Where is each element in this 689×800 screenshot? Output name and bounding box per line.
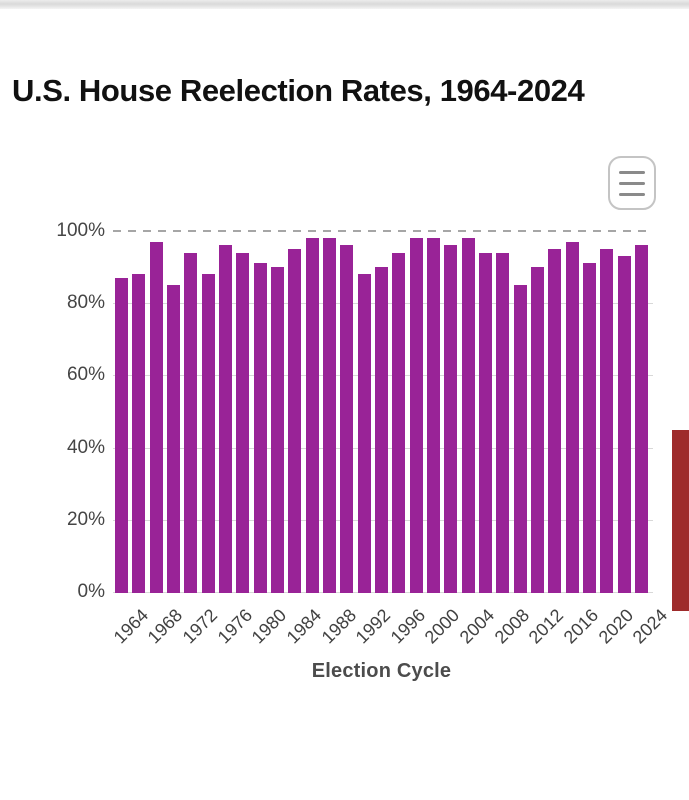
- bar-2022[interactable]: [617, 256, 631, 593]
- bar-2008[interactable]: [496, 252, 510, 593]
- gridline-100: [113, 230, 653, 232]
- bar-1996[interactable]: [392, 252, 406, 593]
- bar-1972[interactable]: [184, 252, 198, 593]
- y-axis-tick-label-80: 80%: [66, 292, 105, 314]
- bar-1990[interactable]: [340, 245, 354, 593]
- bar-1994[interactable]: [375, 267, 388, 593]
- bar-2016[interactable]: [565, 241, 579, 593]
- bar-2014[interactable]: [548, 249, 562, 593]
- x-axis-title: Election Cycle: [311, 660, 452, 682]
- x-axis-tick-label-1984: 1984: [282, 605, 326, 648]
- bar-2010[interactable]: [513, 285, 527, 593]
- x-axis-tick-label-2004: 2004: [455, 605, 499, 648]
- bar-1968[interactable]: [149, 241, 163, 593]
- scrollbar-thumb[interactable]: [672, 430, 689, 611]
- bar-2020[interactable]: [600, 249, 614, 593]
- y-axis-tick-label-40: 40%: [66, 436, 105, 458]
- chart-menu-button[interactable]: [608, 156, 656, 210]
- bar-1998[interactable]: [409, 238, 423, 593]
- x-axis-tick-label-1992: 1992: [351, 605, 395, 648]
- bar-1988[interactable]: [323, 238, 337, 593]
- x-axis-tick-label-2012: 2012: [525, 605, 568, 648]
- x-axis-tick-label-2008: 2008: [490, 605, 533, 648]
- bar-2000[interactable]: [426, 238, 440, 593]
- y-axis-tick-label-60: 60%: [66, 364, 105, 386]
- bar-1976[interactable]: [219, 245, 233, 593]
- y-axis-tick-label-20: 20%: [66, 508, 105, 530]
- bar-1986[interactable]: [305, 238, 319, 593]
- bar-1966[interactable]: [132, 274, 146, 593]
- x-axis-tick-label-2000: 2000: [421, 605, 464, 648]
- bar-1964[interactable]: [115, 277, 129, 593]
- bar-2004[interactable]: [461, 238, 475, 593]
- bar-2006[interactable]: [478, 252, 492, 593]
- bar-1984[interactable]: [288, 249, 302, 593]
- bar-1974[interactable]: [201, 274, 215, 593]
- x-axis-tick-label-2024: 2024: [629, 605, 672, 648]
- x-axis-tick-label-1976: 1976: [213, 605, 256, 648]
- bar-2012[interactable]: [530, 267, 544, 593]
- x-axis-tick-label-1996: 1996: [386, 605, 429, 648]
- bar-1978[interactable]: [236, 252, 250, 593]
- page-title: U.S. House Reelection Rates, 1964-2024: [12, 72, 585, 108]
- x-axis-tick-label-2020: 2020: [594, 605, 637, 648]
- y-axis-tick-label-0: 0%: [77, 581, 105, 602]
- y-axis-tick-label-100: 100%: [56, 220, 105, 241]
- x-axis-tick-label-1968: 1968: [143, 605, 187, 648]
- x-axis-tick-label-1964: 1964: [109, 605, 152, 648]
- bar-1992[interactable]: [357, 274, 371, 593]
- bar-1970[interactable]: [167, 285, 181, 593]
- bar-2018[interactable]: [582, 263, 596, 593]
- x-axis-tick-label-1988: 1988: [317, 605, 360, 648]
- bar-2002[interactable]: [444, 245, 458, 593]
- top-divider-band: [0, 0, 689, 9]
- bar-1980[interactable]: [253, 263, 267, 593]
- bar-1982[interactable]: [271, 267, 285, 593]
- x-axis-tick-label-1972: 1972: [178, 605, 222, 648]
- bar-2024[interactable]: [634, 245, 648, 593]
- x-axis-tick-label-1980: 1980: [247, 605, 291, 648]
- x-axis-tick-label-2016: 2016: [559, 605, 603, 648]
